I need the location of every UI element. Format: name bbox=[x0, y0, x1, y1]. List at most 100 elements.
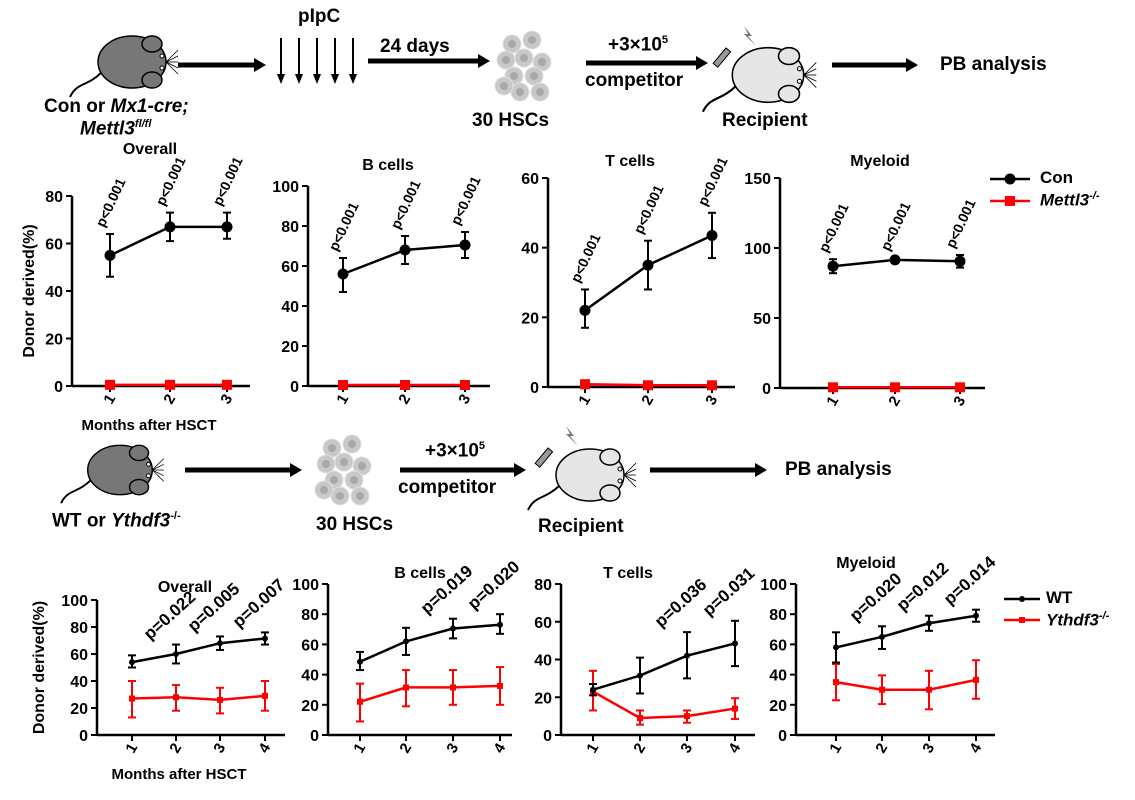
pb-analysis-label: PB analysis bbox=[940, 54, 1047, 75]
y-tick-label: 60 bbox=[70, 647, 88, 664]
data-point bbox=[459, 239, 471, 251]
mouse-whisker bbox=[152, 458, 164, 471]
mouse-eye bbox=[617, 466, 623, 472]
mouse-tail bbox=[69, 71, 103, 98]
series-con bbox=[579, 211, 718, 329]
hsc-nucleus bbox=[340, 458, 348, 466]
p-value-label: p<0.001 bbox=[387, 177, 423, 231]
x-axis-label: Months after HSCT bbox=[82, 417, 217, 434]
y-tick-label: 0 bbox=[762, 381, 771, 398]
hsc-nucleus bbox=[530, 72, 538, 80]
mouse-eye bbox=[159, 53, 165, 59]
data-point bbox=[684, 652, 690, 659]
hscs-label: 30 HSCs bbox=[316, 514, 394, 535]
p-value-label: p<0.001 bbox=[694, 154, 730, 208]
y-tick-label: 20 bbox=[281, 339, 299, 356]
data-point bbox=[642, 259, 654, 271]
series-wt bbox=[356, 613, 504, 672]
x-tick-label: 4 bbox=[725, 740, 744, 756]
series-mettl3- bbox=[580, 379, 717, 391]
x-tick-label: 2 bbox=[885, 393, 904, 409]
mouse-icon bbox=[527, 448, 637, 511]
data-point bbox=[926, 620, 932, 627]
series-con bbox=[104, 211, 233, 278]
series-line bbox=[131, 694, 266, 702]
y-tick-label: 0 bbox=[530, 380, 539, 397]
hsc-nucleus bbox=[336, 492, 344, 500]
x-tick-label: 2 bbox=[395, 391, 414, 407]
lightning-icon bbox=[566, 426, 578, 446]
chart-title: Myeloid bbox=[850, 153, 910, 170]
series-wt bbox=[589, 619, 739, 697]
mouse-whisker bbox=[165, 61, 179, 69]
data-point bbox=[105, 379, 115, 390]
data-point bbox=[732, 705, 738, 712]
y-tick-label: 80 bbox=[534, 577, 552, 594]
competitor-count-text: +3×10 bbox=[425, 440, 479, 462]
syringe-icon bbox=[534, 447, 554, 468]
p-value-label: p=0.007 bbox=[229, 575, 288, 631]
series-ythdf3- bbox=[356, 666, 504, 723]
hsc-nucleus bbox=[520, 54, 528, 62]
p-value-label: p<0.001 bbox=[942, 196, 978, 250]
data-point bbox=[450, 684, 456, 691]
x-tick-label: 2 bbox=[872, 740, 891, 756]
mouse-icon bbox=[69, 35, 179, 98]
p-value-label: p<0.001 bbox=[447, 173, 483, 227]
data-point bbox=[164, 221, 176, 233]
p-value-label: p<0.001 bbox=[815, 201, 851, 255]
hscs-label: 30 HSCs bbox=[472, 110, 550, 131]
hsc-nucleus bbox=[322, 460, 330, 468]
mouse-whisker bbox=[623, 474, 637, 482]
data-point bbox=[590, 686, 596, 693]
data-point bbox=[450, 625, 456, 632]
series-ythdf3- bbox=[589, 669, 739, 726]
mouse-ear bbox=[599, 484, 621, 502]
p-value-label: p<0.001 bbox=[877, 199, 913, 253]
x-tick-label: 4 bbox=[490, 740, 509, 756]
data-point bbox=[890, 382, 900, 393]
injection-arrowhead bbox=[349, 74, 357, 84]
donor-label-top: Con or Mx1-cre; bbox=[44, 96, 189, 118]
competitor-count: +3×105 bbox=[425, 440, 485, 462]
arrow-head bbox=[254, 58, 266, 72]
p-value-label: p=0.031 bbox=[699, 564, 758, 620]
legend-sup: -/- bbox=[1089, 190, 1100, 202]
data-point bbox=[955, 382, 965, 393]
legend-gene: Mettl3 bbox=[1040, 190, 1090, 210]
data-point bbox=[173, 694, 179, 701]
series-mettl3- bbox=[105, 379, 232, 390]
competitor-exp: 5 bbox=[478, 440, 486, 452]
mouse-whisker bbox=[152, 469, 164, 477]
x-tick-label: 3 bbox=[443, 740, 462, 756]
y-tick-label: 20 bbox=[70, 701, 88, 718]
mouse-eye bbox=[796, 78, 803, 84]
data-point bbox=[104, 249, 116, 261]
chart-overall-top: Overall 0 20 40 60 80 1 2 3 Donor derived(%) Month… bbox=[21, 141, 250, 434]
mouse-tail bbox=[527, 484, 561, 511]
hsc-nucleus bbox=[528, 36, 536, 44]
x-tick-label: 1 bbox=[826, 740, 845, 756]
mouse-ear bbox=[128, 444, 150, 462]
chart-title: Myeloid bbox=[836, 555, 896, 572]
series-line bbox=[835, 614, 977, 649]
x-tick-label: 3 bbox=[455, 391, 474, 407]
mouse-ear bbox=[599, 448, 621, 466]
arrow-head bbox=[478, 54, 490, 68]
competitor-count-text: +3×10 bbox=[608, 34, 662, 56]
hsc-nucleus bbox=[350, 476, 358, 484]
mouse-eye bbox=[617, 478, 623, 484]
series-con bbox=[337, 231, 471, 293]
chart-title: T cells bbox=[603, 565, 653, 582]
donor-label-text: Con or bbox=[44, 96, 111, 117]
data-point bbox=[357, 658, 363, 665]
y-tick-label: 60 bbox=[45, 237, 63, 254]
mouse-eye bbox=[146, 461, 151, 467]
data-point bbox=[828, 382, 838, 393]
allele-sup: -/- bbox=[170, 510, 181, 522]
data-point bbox=[262, 635, 268, 642]
chart-myeloid-top: Myeloid 0 50 100 150 1 2 3 p<0.001 p<0.001 p<0.001 bbox=[744, 153, 985, 409]
arrow-head bbox=[696, 56, 708, 70]
mouse-tail bbox=[60, 478, 93, 504]
